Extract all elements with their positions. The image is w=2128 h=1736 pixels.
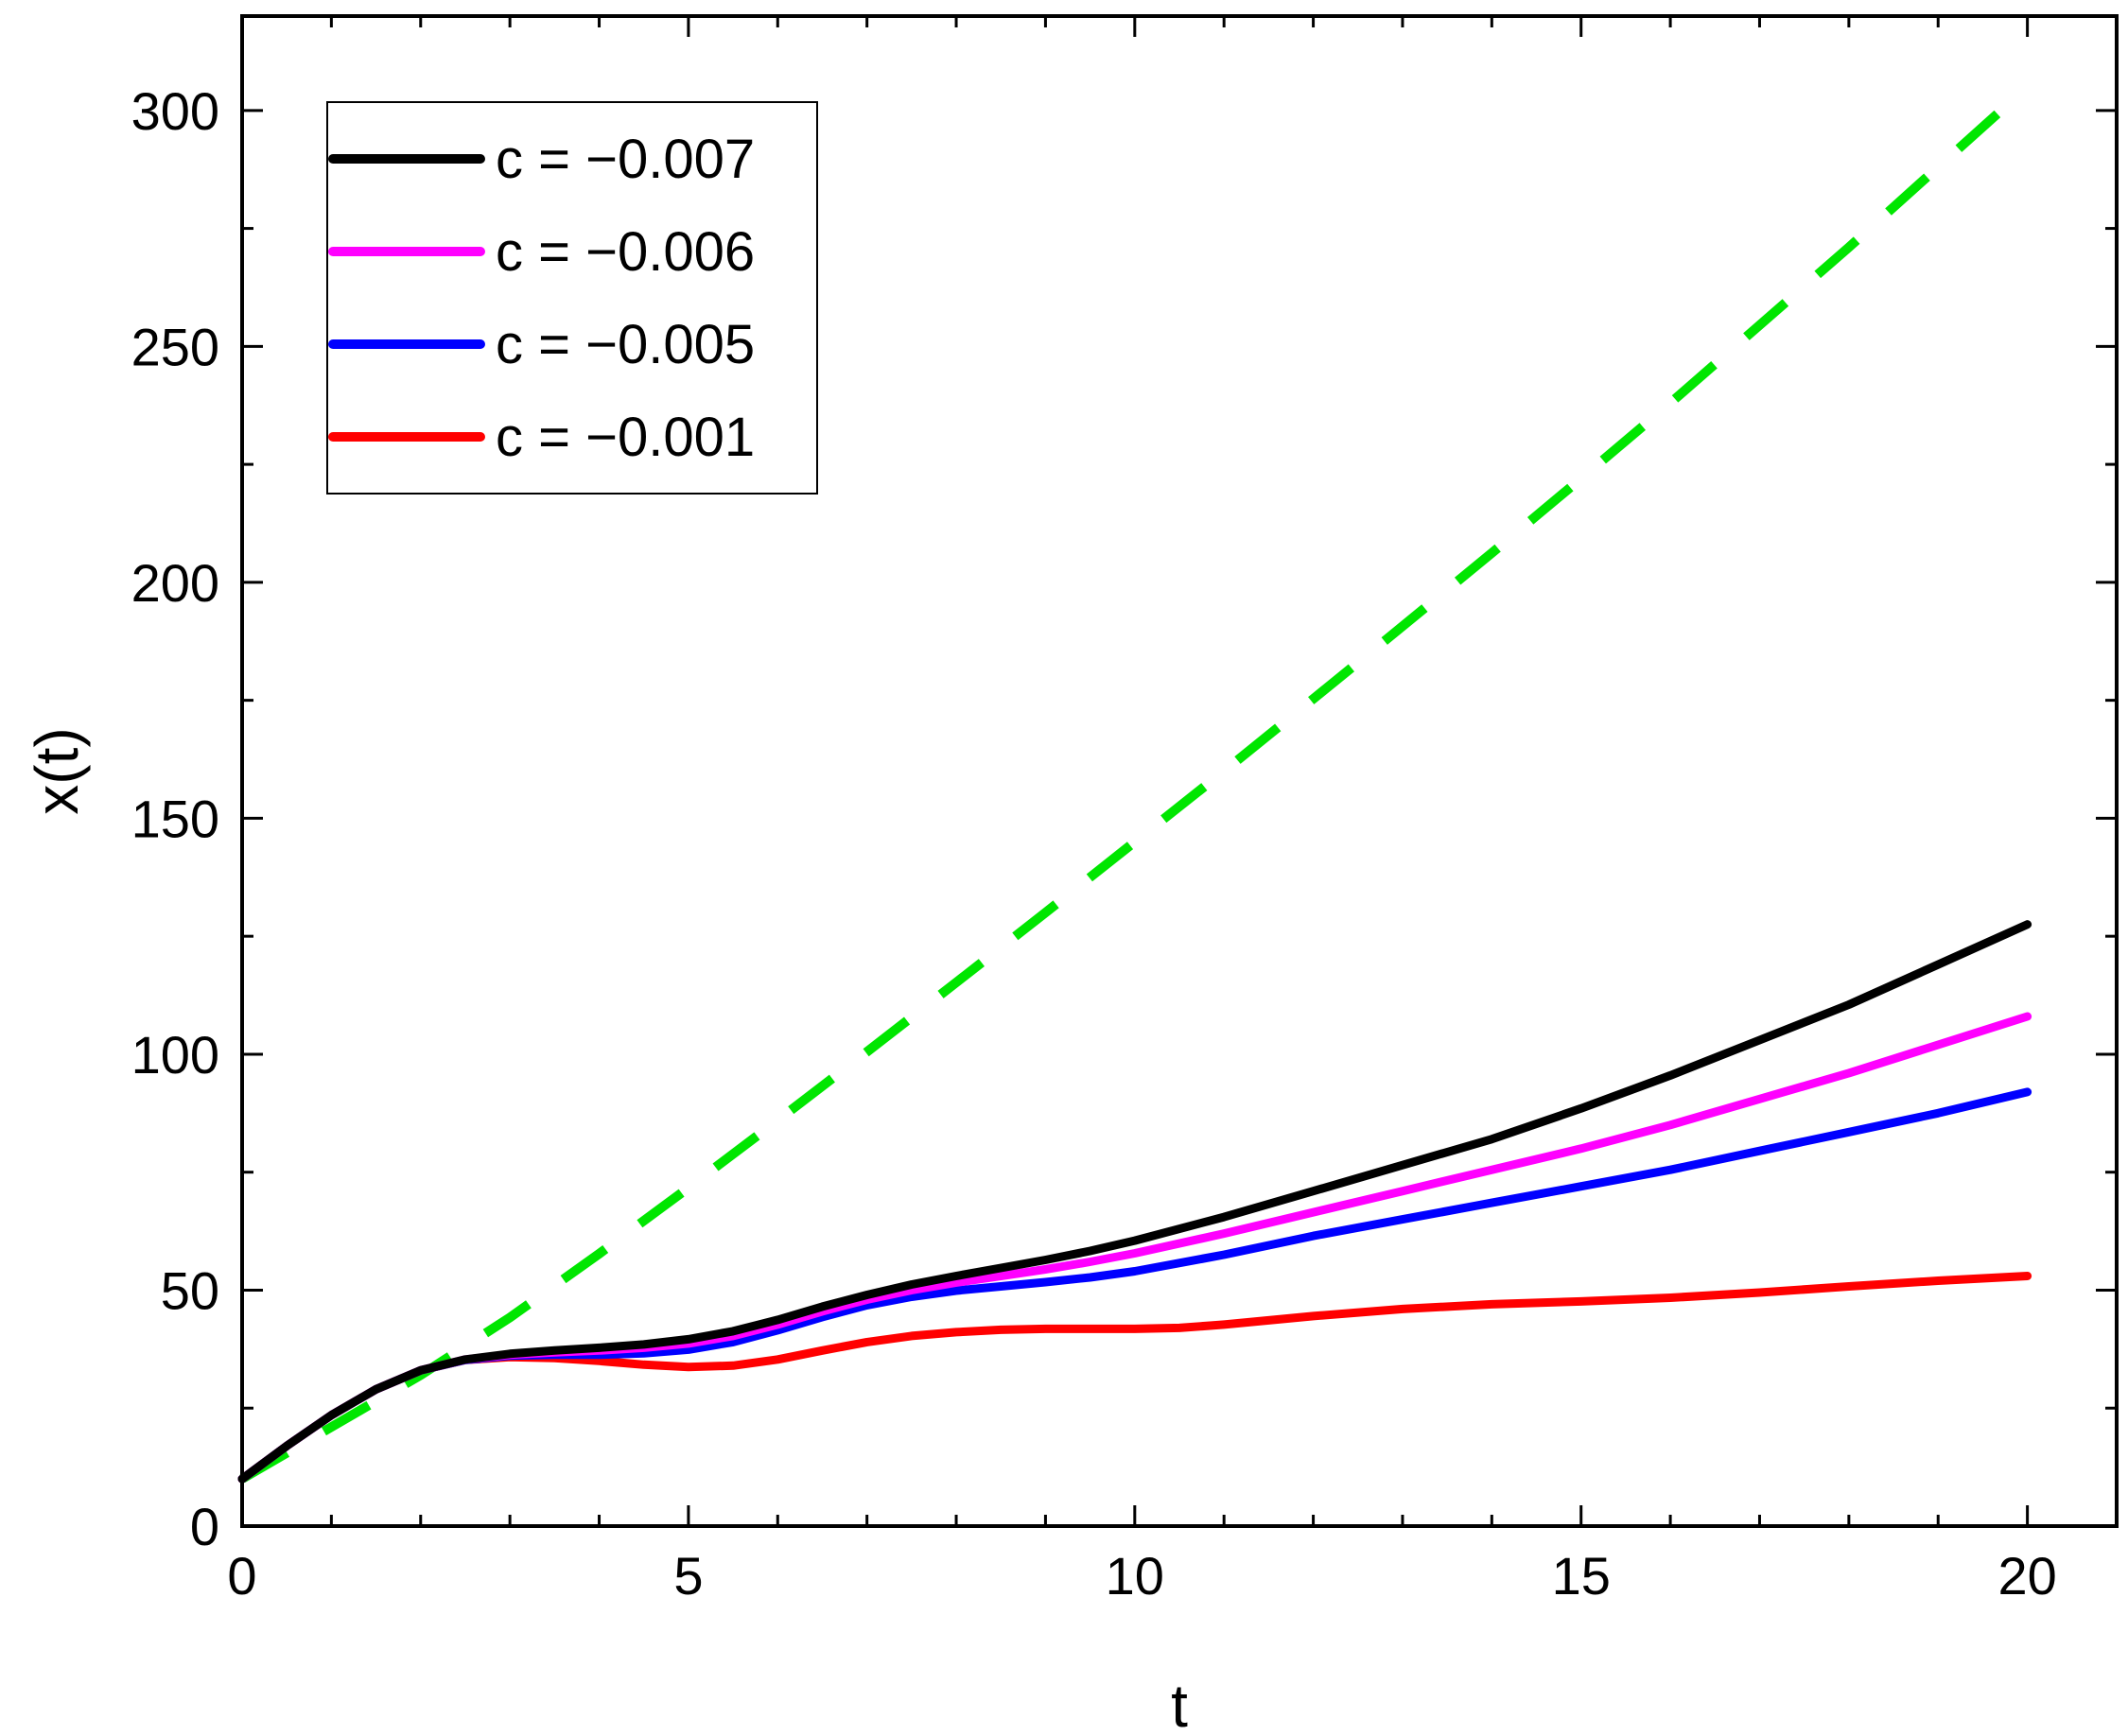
x-tick-label: 10 [1106, 1546, 1164, 1606]
y-tick-label: 100 [131, 1025, 219, 1085]
legend: c = −0.007 c = −0.006 c = −0.005 c = −0.001 [326, 101, 818, 495]
legend-box [326, 101, 818, 495]
y-tick-label: 250 [131, 317, 219, 376]
x-tick-label: 15 [1552, 1546, 1611, 1606]
series-line-0 [237, 920, 2032, 1484]
y-tick-label: 150 [131, 789, 219, 848]
y-tick-label: 200 [131, 553, 219, 613]
x-tick-label: 5 [673, 1546, 703, 1606]
x-axis-label: t [1171, 1672, 1188, 1736]
plot-frame [240, 14, 2119, 1528]
y-axis-label: x(t) [23, 727, 91, 814]
legend-label: c = −0.006 [496, 221, 755, 283]
y-tick-label: 300 [131, 81, 219, 141]
y-tick-label: 0 [190, 1497, 219, 1556]
legend-label: c = −0.007 [496, 129, 755, 190]
legend-label: c = −0.005 [496, 314, 755, 375]
series-layer [237, 83, 2032, 1484]
legend-label: c = −0.001 [496, 407, 755, 468]
x-tick-label: 20 [1997, 1546, 2056, 1606]
y-tick-label: 50 [161, 1260, 219, 1320]
x-tick-label: 0 [227, 1546, 256, 1606]
